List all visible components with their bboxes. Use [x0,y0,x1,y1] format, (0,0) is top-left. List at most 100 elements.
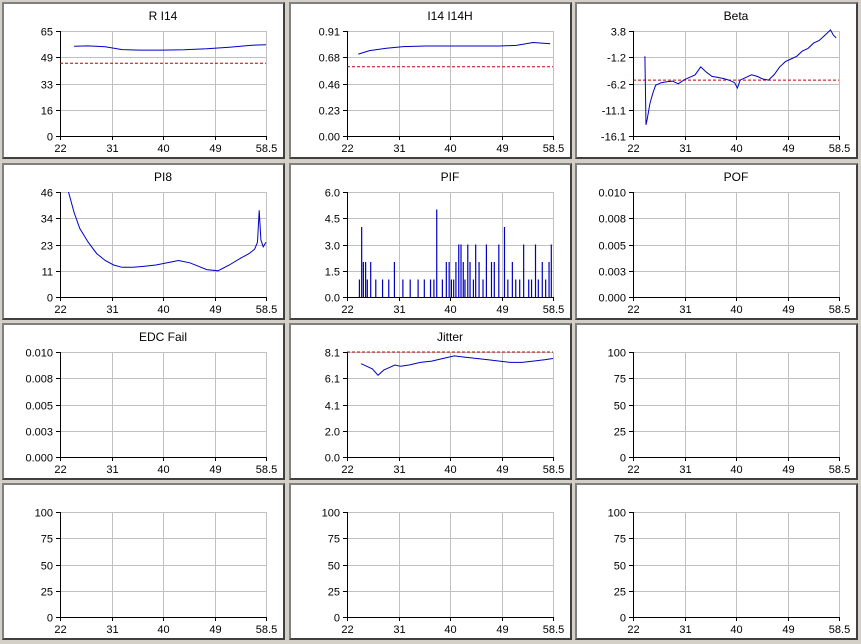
y-tick-label: 0.0 [325,293,340,305]
x-tick-label: 22 [54,304,66,316]
chart-panel-0: R I14 22 31 40 49 58.5 0 16 33 49 65 [2,2,285,159]
chart-svg: R I14 22 31 40 49 58.5 0 16 33 49 65 [41,9,277,155]
chart-svg: PIF 22 31 40 49 58.5 0.0 1.5 3.0 4.5 6.0 [325,170,565,316]
x-tick-label: 40 [157,304,169,316]
chart-svg: 22 31 40 49 58.5 0 25 50 75 100 [35,508,278,637]
y-tick-label: 0 [620,613,626,625]
x-tick-label: 49 [496,143,508,155]
x-tick-label: 22 [341,304,353,316]
x-tick-label: 40 [157,143,169,155]
x-tick-label: 31 [393,304,405,316]
x-tick-label: 31 [106,304,118,316]
x-tick-label: 22 [54,624,66,636]
y-tick-label: 8.1 [325,348,340,360]
chart-svg: Beta 22 31 40 49 58.5 -16.1 -11.1 -6.2 -1.2 3.8 [601,9,850,155]
y-tick-label: 0.010 [598,188,626,200]
y-tick-label: 0 [47,613,53,625]
x-tick-label: 31 [393,143,405,155]
y-tick-label: 0.000 [25,453,53,465]
x-tick-label: 22 [341,143,353,155]
chart-title: I14 I14H [427,9,472,23]
x-tick-label: 40 [444,464,456,476]
y-tick-label: 16 [41,106,53,118]
y-tick-label: 75 [328,534,340,546]
chart-panel-9: 22 31 40 49 58.5 0 25 50 75 100 [2,483,285,640]
x-tick-label: 40 [730,464,742,476]
x-tick-label: 58.5 [256,304,277,316]
series-line [68,191,267,272]
x-tick-label: 31 [679,143,691,155]
y-tick-label: 75 [614,534,626,546]
chart-svg: PI8 22 31 40 49 58.5 0 11 23 34 46 [41,170,277,316]
y-tick-label: 25 [41,587,53,599]
chart-title: Beta [724,9,749,23]
y-tick-label: 0.00 [319,132,340,144]
chart-svg: 22 31 40 49 58.5 0 25 50 75 100 [608,348,851,477]
y-tick-label: 0.003 [25,427,53,439]
x-tick-label: 31 [679,464,691,476]
y-tick-label: 0.68 [319,53,340,65]
x-tick-label: 40 [157,624,169,636]
chart-title: POF [724,170,749,184]
chart-svg: I14 I14H 22 31 40 49 58.5 0.00 0.23 0.46 0.68 0.91 [319,9,565,155]
chart-panel-6: EDC Fail 22 31 40 49 58.5 0.000 0.003 0.005 0.008… [2,323,285,480]
y-tick-label: 75 [614,374,626,386]
y-tick-label: 2.0 [325,427,340,439]
x-tick-label: 58.5 [829,304,850,316]
x-tick-label: 49 [496,624,508,636]
y-tick-label: 0.010 [25,348,53,360]
x-tick-label: 49 [782,304,794,316]
chart-panel-7: Jitter 22 31 40 49 58.5 0.0 2.0 4.1 6.1 8.1 [289,323,572,480]
chart-panel-2: Beta 22 31 40 49 58.5 -16.1 -11.1 -6.2 -1.2 3.8 [575,2,858,159]
chart-svg: Jitter 22 31 40 49 58.5 0.0 2.0 4.1 6.1 8.1 [325,330,565,476]
y-tick-label: 0.46 [319,80,340,92]
y-tick-label: 75 [41,534,53,546]
y-tick-label: 100 [35,508,53,520]
x-tick-label: 40 [444,304,456,316]
x-tick-label: 22 [341,624,353,636]
x-tick-label: 31 [679,624,691,636]
y-tick-label: 1.5 [325,267,340,279]
x-tick-label: 58.5 [829,143,850,155]
x-tick-label: 40 [730,304,742,316]
series-line [358,41,551,55]
x-tick-label: 58.5 [829,464,850,476]
y-tick-label: 50 [614,561,626,573]
x-tick-label: 31 [106,143,118,155]
y-tick-label: 11 [42,267,53,279]
x-tick-label: 49 [496,304,508,316]
x-tick-label: 40 [157,464,169,476]
x-tick-label: 40 [444,624,456,636]
y-tick-label: 0.008 [598,214,626,226]
x-tick-label: 49 [496,464,508,476]
y-tick-label: 6.0 [325,188,340,200]
y-tick-label: 34 [41,214,53,226]
x-tick-label: 22 [627,143,639,155]
y-tick-label: 100 [608,508,626,520]
x-tick-label: 40 [730,143,742,155]
x-tick-label: 22 [54,143,66,155]
chart-title: PIF [441,170,460,184]
chart-panel-5: POF 22 31 40 49 58.5 0.000 0.003 0.005 0.008 0.010 [575,163,858,320]
y-tick-label: 0.005 [25,401,53,413]
chart-svg: EDC Fail 22 31 40 49 58.5 0.000 0.003 0.005 0.008… [25,330,277,476]
y-tick-label: 49 [41,53,53,65]
x-tick-label: 40 [444,143,456,155]
x-tick-label: 58.5 [543,304,564,316]
y-tick-label: -6.2 [607,80,626,92]
y-tick-label: 0.23 [319,106,340,118]
x-tick-label: 22 [627,464,639,476]
y-tick-label: 4.5 [325,214,340,226]
y-tick-label: -11.1 [602,106,626,118]
x-tick-label: 31 [393,464,405,476]
chart-svg: POF 22 31 40 49 58.5 0.000 0.003 0.005 0.008 0.010 [598,170,850,316]
x-tick-label: 49 [782,143,794,155]
chart-svg: 22 31 40 49 58.5 0 25 50 75 100 [322,508,565,637]
chart-title: EDC Fail [139,330,187,344]
y-tick-label: -16.1 [601,132,626,144]
y-tick-label: 65 [41,27,53,39]
chart-title: R I14 [149,9,178,23]
x-tick-label: 49 [782,624,794,636]
y-tick-label: 0 [47,293,53,305]
x-tick-label: 22 [341,464,353,476]
